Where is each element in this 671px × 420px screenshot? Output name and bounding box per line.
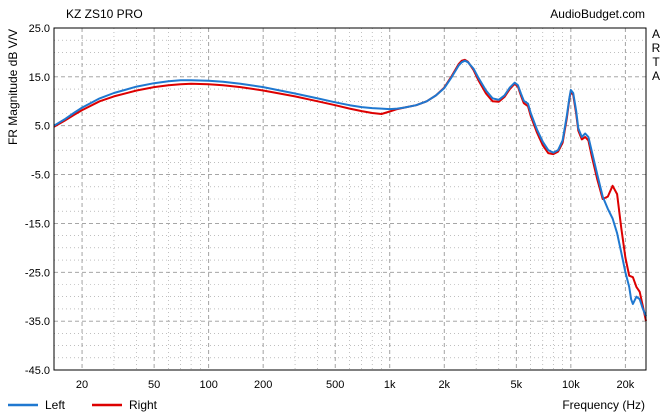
watermark-letter: T — [652, 55, 660, 69]
legend: Left Right — [8, 398, 158, 412]
watermark-letter: A — [652, 27, 660, 41]
x-tick-label: 50 — [148, 379, 160, 391]
y-axis-ticks: 25.0 15.0 5.0 -5.0 -15.0 -25.0 -35.0 -45.0 — [25, 23, 50, 377]
x-tick-label: 20k — [616, 379, 634, 391]
y-axis-label: FR Magnitude dB V/V — [6, 29, 20, 145]
x-tick-label: 20 — [76, 379, 88, 391]
x-tick-label: 5k — [511, 379, 523, 391]
x-axis-ticks: 20 50 100 200 500 1k 2k 5k 10k 20k — [76, 379, 635, 391]
legend-label-left: Left — [45, 398, 66, 412]
watermark-letter: A — [652, 69, 660, 83]
y-tick-label: -5.0 — [31, 170, 50, 182]
y-tick-label: 5.0 — [35, 121, 50, 133]
x-tick-label: 500 — [326, 379, 344, 391]
series-line-right — [53, 58, 647, 322]
x-tick-label: 10k — [562, 379, 580, 391]
legend-label-right: Right — [129, 398, 158, 412]
x-tick-label: 200 — [254, 379, 272, 391]
y-tick-label: -15.0 — [25, 218, 50, 230]
y-tick-label: 15.0 — [29, 72, 50, 84]
x-tick-label: 1k — [384, 379, 396, 391]
y-tick-label: -25.0 — [25, 267, 50, 279]
series-line-left — [53, 59, 647, 317]
y-tick-label: 25.0 — [29, 23, 50, 35]
x-tick-label: 2k — [438, 379, 450, 391]
chart-title: KZ ZS10 PRO — [66, 7, 143, 21]
plot-series — [53, 58, 647, 322]
x-tick-label: 100 — [199, 379, 217, 391]
plot-area-border — [53, 27, 647, 371]
watermark-letter: R — [652, 41, 661, 55]
x-axis-label: Frequency (Hz) — [562, 398, 645, 412]
y-tick-label: -35.0 — [25, 316, 50, 328]
source-label: AudioBudget.com — [550, 7, 645, 21]
y-tick-label: -45.0 — [25, 365, 50, 377]
